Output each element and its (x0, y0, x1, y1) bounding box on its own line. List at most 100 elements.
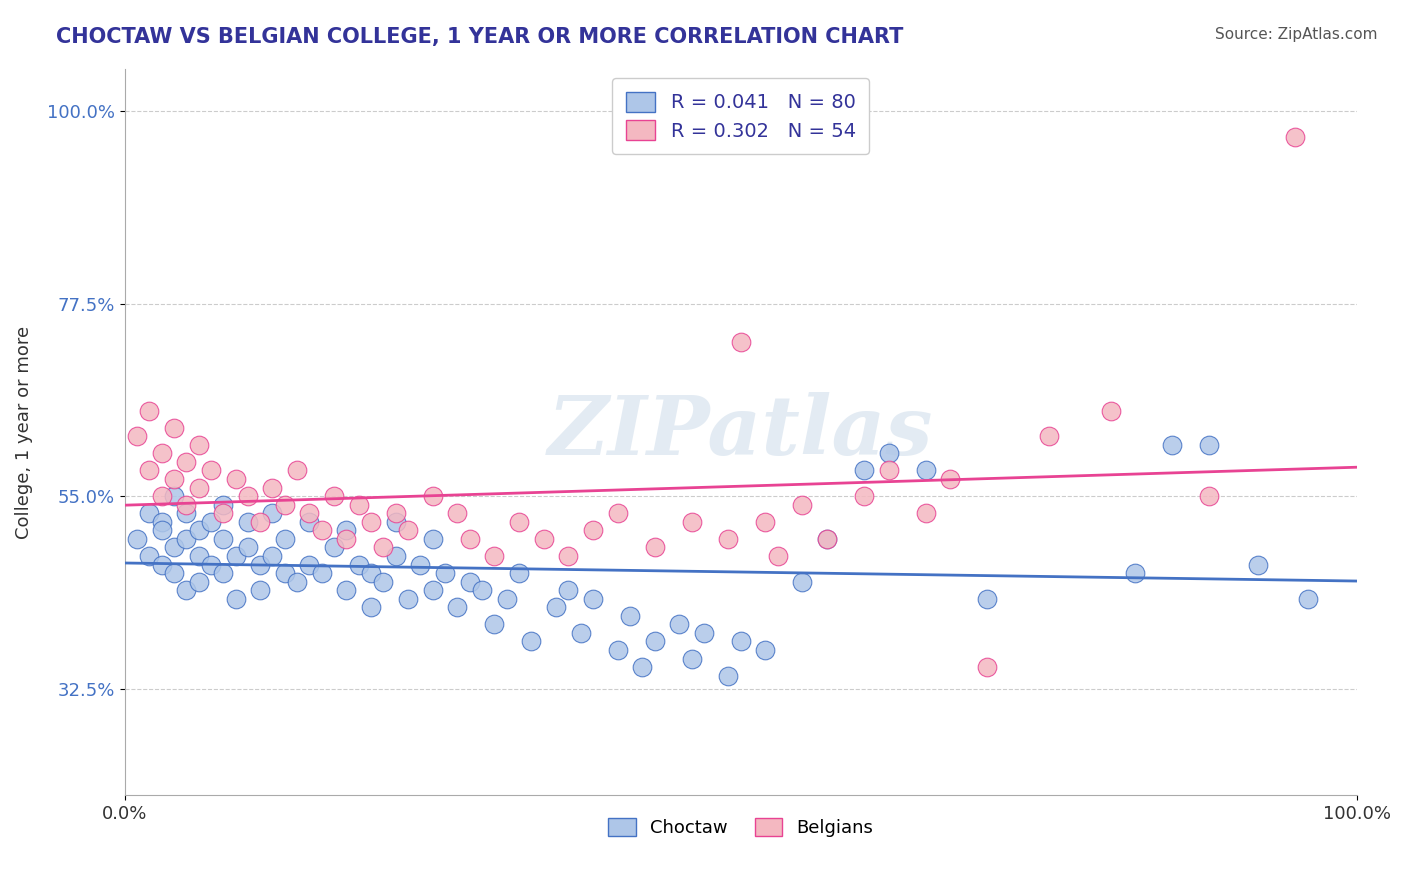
Point (150, 524, 173, 538)
Point (644, 541, 666, 555)
Point (582, 591, 605, 606)
Point (976, 591, 998, 606)
Point (792, 498, 814, 512)
Point (815, 532, 838, 546)
Point (150, 446, 173, 460)
Point (187, 438, 209, 452)
Point (914, 506, 936, 520)
Point (174, 455, 197, 469)
Point (1161, 438, 1184, 452)
Point (557, 583, 579, 598)
Point (249, 583, 271, 598)
Point (212, 506, 235, 520)
Point (323, 489, 346, 503)
Point (792, 574, 814, 589)
Point (335, 524, 357, 538)
Point (200, 515, 222, 529)
Point (681, 515, 703, 529)
Point (187, 549, 209, 563)
Point (249, 515, 271, 529)
Point (1247, 558, 1270, 572)
Point (422, 489, 444, 503)
Point (125, 532, 148, 546)
Point (360, 600, 382, 615)
Point (619, 608, 641, 623)
Point (754, 515, 776, 529)
Y-axis label: College, 1 year or more: College, 1 year or more (15, 326, 32, 539)
Point (434, 566, 457, 580)
Point (396, 524, 419, 538)
Point (409, 558, 432, 572)
Point (262, 481, 284, 495)
Point (484, 617, 506, 632)
Point (225, 549, 247, 563)
Point (163, 472, 186, 486)
Point (606, 643, 628, 657)
Point (274, 532, 297, 546)
Point (163, 541, 186, 555)
Point (212, 532, 235, 546)
Point (853, 463, 876, 477)
Point (360, 515, 382, 529)
Point (360, 566, 382, 580)
Point (1284, 130, 1306, 145)
Point (1038, 429, 1060, 443)
Point (914, 463, 936, 477)
Point (815, 532, 838, 546)
Point (976, 660, 998, 674)
Point (717, 532, 740, 546)
Point (544, 600, 567, 615)
Point (396, 591, 419, 606)
Point (323, 541, 346, 555)
Point (225, 472, 247, 486)
Point (187, 524, 209, 538)
Point (631, 660, 654, 674)
Legend: Choctaw, Belgians: Choctaw, Belgians (602, 811, 880, 845)
Point (174, 583, 197, 598)
Point (877, 446, 900, 460)
Point (311, 566, 333, 580)
Point (384, 549, 406, 563)
Point (138, 403, 160, 417)
Point (347, 558, 370, 572)
Point (150, 489, 173, 503)
Point (187, 574, 209, 589)
Text: Source: ZipAtlas.com: Source: ZipAtlas.com (1215, 27, 1378, 42)
Point (150, 515, 173, 529)
Point (174, 532, 197, 546)
Point (384, 506, 406, 520)
Point (1099, 403, 1122, 417)
Point (693, 626, 716, 640)
Point (458, 574, 481, 589)
Point (212, 566, 235, 580)
Point (730, 634, 752, 648)
Point (187, 481, 209, 495)
Point (668, 617, 690, 632)
Point (298, 558, 321, 572)
Point (163, 489, 186, 503)
Point (422, 532, 444, 546)
Point (484, 549, 506, 563)
Point (274, 498, 297, 512)
Point (262, 549, 284, 563)
Point (939, 472, 962, 486)
Point (508, 566, 530, 580)
Text: ZIPatlas: ZIPatlas (548, 392, 934, 472)
Point (311, 524, 333, 538)
Point (174, 498, 197, 512)
Point (1198, 438, 1220, 452)
Point (717, 668, 740, 682)
Point (1198, 489, 1220, 503)
Point (236, 489, 259, 503)
Point (422, 583, 444, 598)
Point (766, 549, 789, 563)
Point (200, 558, 222, 572)
Point (681, 651, 703, 665)
Point (853, 489, 876, 503)
Point (557, 549, 579, 563)
Point (644, 634, 666, 648)
Point (138, 506, 160, 520)
Point (163, 566, 186, 580)
Point (138, 463, 160, 477)
Text: CHOCTAW VS BELGIAN COLLEGE, 1 YEAR OR MORE CORRELATION CHART: CHOCTAW VS BELGIAN COLLEGE, 1 YEAR OR MO… (56, 27, 904, 46)
